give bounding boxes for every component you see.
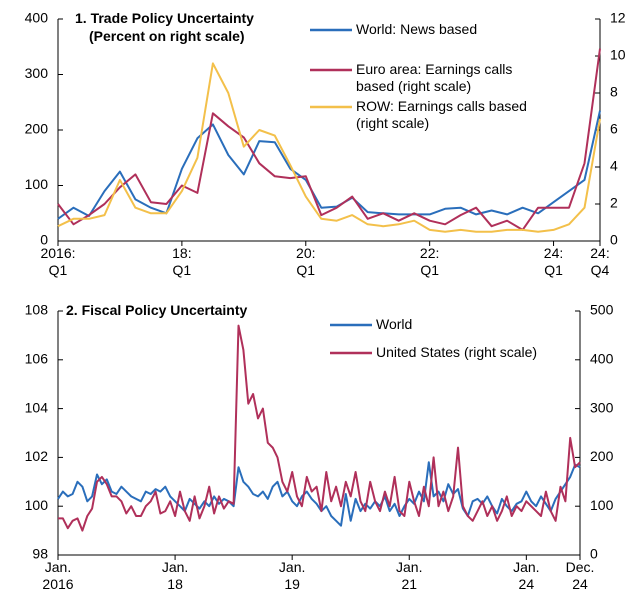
y2-tick-label: 0 <box>590 546 598 562</box>
y2-tick-label: 6 <box>610 121 618 137</box>
x-tick-label: Dec. 24 <box>565 559 595 592</box>
x-tick-label: Jan. 18 <box>161 559 189 592</box>
y2-tick-label: 100 <box>590 497 614 513</box>
y2-tick-label: 300 <box>590 399 614 415</box>
y-tick-label: 200 <box>25 121 49 137</box>
legend-label: World <box>376 316 413 332</box>
y-tick-label: 102 <box>25 448 49 464</box>
y2-tick-label: 2 <box>610 195 618 211</box>
y2-tick-label: 500 <box>590 302 614 318</box>
x-tick-label: Jan. 21 <box>396 559 423 592</box>
y-tick-label: 100 <box>25 497 49 513</box>
legend-label: ROW: Earnings calls based (right scale) <box>356 98 527 131</box>
x-tick-label: 20: Q1 <box>296 245 316 278</box>
y-tick-label: 0 <box>40 232 48 248</box>
y2-tick-label: 200 <box>590 448 614 464</box>
y2-tick-label: 400 <box>590 351 614 367</box>
series-line <box>57 110 601 220</box>
y-tick-label: 100 <box>25 176 49 192</box>
chart-title: 1. Trade Policy Uncertainty <box>75 10 254 26</box>
y-tick-label: 400 <box>25 10 49 26</box>
x-tick-label: 18: Q1 <box>172 245 192 278</box>
x-tick-label: Jan. 19 <box>278 559 306 592</box>
series-line <box>58 324 581 532</box>
y2-tick-label: 10 <box>610 47 626 63</box>
y2-tick-label: 4 <box>610 158 618 174</box>
x-tick-label: 2016: Q1 <box>40 245 76 278</box>
chart-subtitle: (Percent on right scale) <box>89 28 245 44</box>
x-tick-label: Jan. 24 <box>513 559 540 592</box>
chart-title: 2. Fiscal Policy Uncertainty <box>66 302 248 318</box>
x-tick-label: 22: Q1 <box>419 245 440 278</box>
x-tick-label: 24: Q4 <box>590 245 610 278</box>
y-tick-label: 300 <box>25 65 49 81</box>
legend-label: Euro area: Earnings calls based (right s… <box>356 61 513 94</box>
legend-label: World: News based <box>356 21 478 37</box>
series-line <box>57 62 601 233</box>
y2-tick-label: 0 <box>610 232 618 248</box>
y-tick-label: 106 <box>25 351 49 367</box>
y2-tick-label: 8 <box>610 84 618 100</box>
series-line <box>57 48 601 231</box>
y-tick-label: 98 <box>32 546 48 562</box>
x-tick-label: 24: Q1 <box>543 245 564 278</box>
legend-label: United States (right scale) <box>376 344 538 360</box>
y2-tick-label: 12 <box>610 10 626 26</box>
x-tick-label: Jan. 2016 <box>42 559 74 592</box>
y-tick-label: 104 <box>25 399 49 415</box>
y-tick-label: 108 <box>25 302 49 318</box>
